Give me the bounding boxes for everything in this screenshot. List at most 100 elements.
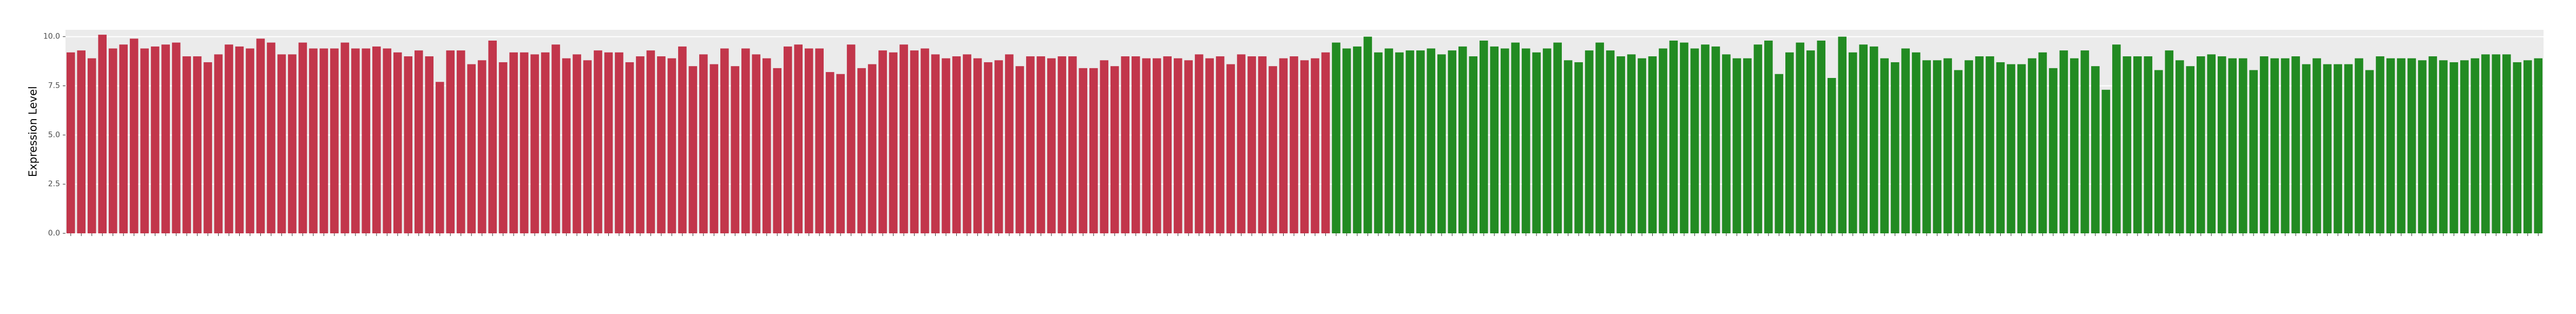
bar — [1395, 52, 1404, 234]
bar — [1542, 48, 1552, 233]
bar — [1659, 48, 1667, 233]
bar — [1437, 54, 1446, 233]
bar — [225, 44, 233, 234]
bar — [477, 60, 487, 234]
bar — [1911, 52, 1921, 234]
bar — [119, 44, 128, 234]
bar — [1986, 56, 1994, 233]
bar — [1827, 78, 1836, 234]
bar — [1722, 54, 1731, 233]
bar — [973, 58, 982, 233]
bar — [1363, 36, 1372, 234]
bar — [1458, 46, 1467, 234]
bar — [435, 82, 444, 233]
bar — [2334, 64, 2342, 233]
bar — [1838, 36, 1847, 234]
bar — [678, 46, 687, 234]
bar — [1669, 40, 1678, 233]
bar — [625, 62, 634, 234]
bar — [1311, 58, 1319, 233]
bar — [1585, 50, 1594, 233]
bar — [646, 50, 655, 233]
bar — [1574, 62, 1583, 234]
bar — [2028, 58, 2036, 233]
bar — [1194, 54, 1204, 233]
bar — [256, 38, 265, 233]
bar — [1521, 48, 1530, 233]
bar — [1448, 50, 1457, 233]
bar — [1121, 56, 1130, 233]
bar — [1943, 58, 1952, 233]
y-tick-label: 2.5 — [48, 180, 60, 188]
y-tick-label: 7.5 — [48, 82, 60, 90]
bar — [509, 52, 518, 234]
bar — [2376, 56, 2384, 233]
bar — [87, 58, 96, 233]
bar — [1996, 62, 2005, 234]
bar — [1332, 42, 1340, 233]
bar — [2259, 56, 2269, 233]
bar — [2038, 52, 2047, 234]
bar — [2502, 54, 2511, 233]
bar — [594, 50, 602, 233]
bar — [161, 44, 170, 234]
bar — [1416, 50, 1425, 233]
bar — [2080, 50, 2089, 233]
bar — [520, 52, 529, 234]
bar — [773, 68, 782, 233]
bar — [1142, 58, 1151, 233]
bar — [2323, 64, 2332, 233]
bar — [783, 46, 792, 234]
bar — [899, 44, 908, 234]
bar — [2228, 58, 2237, 233]
y-axis-title: Expression Level — [27, 86, 40, 177]
bar — [1321, 52, 1330, 234]
bar — [2059, 50, 2068, 233]
bar — [1563, 60, 1573, 234]
bar — [825, 72, 834, 234]
bar — [1247, 56, 1256, 233]
bar — [2449, 62, 2459, 234]
bar — [1490, 46, 1499, 234]
bar — [2154, 70, 2163, 233]
bar — [309, 48, 318, 233]
bar — [573, 54, 581, 233]
bar — [2386, 58, 2395, 233]
bar — [2270, 58, 2279, 233]
bar — [731, 66, 740, 233]
bar — [583, 60, 592, 234]
bar — [2344, 64, 2353, 233]
bar — [1648, 56, 1657, 233]
bar — [1964, 60, 1973, 234]
bar — [868, 64, 877, 233]
bar — [1089, 68, 1098, 233]
bar — [762, 58, 771, 233]
bar — [1817, 40, 1826, 233]
bar — [1015, 66, 1024, 233]
bar — [657, 56, 666, 233]
bar — [2249, 70, 2258, 233]
bar — [952, 56, 961, 233]
bar — [246, 48, 254, 233]
bar — [1036, 56, 1046, 233]
bar — [2302, 64, 2311, 233]
bar — [182, 56, 191, 233]
bar — [2112, 44, 2121, 234]
bar — [1427, 48, 1436, 233]
bar — [2101, 89, 2111, 233]
bar — [66, 52, 75, 234]
bar — [878, 50, 887, 233]
bar — [1869, 46, 1878, 234]
bar — [794, 44, 803, 234]
bar — [2070, 58, 2079, 233]
bar — [1690, 48, 1699, 233]
bar — [2281, 58, 2290, 233]
bar — [1110, 66, 1119, 233]
bar — [1511, 42, 1520, 233]
bar — [2217, 56, 2226, 233]
bar — [1152, 58, 1161, 233]
bar — [393, 52, 402, 234]
bar — [1005, 54, 1014, 233]
bar — [857, 68, 866, 233]
